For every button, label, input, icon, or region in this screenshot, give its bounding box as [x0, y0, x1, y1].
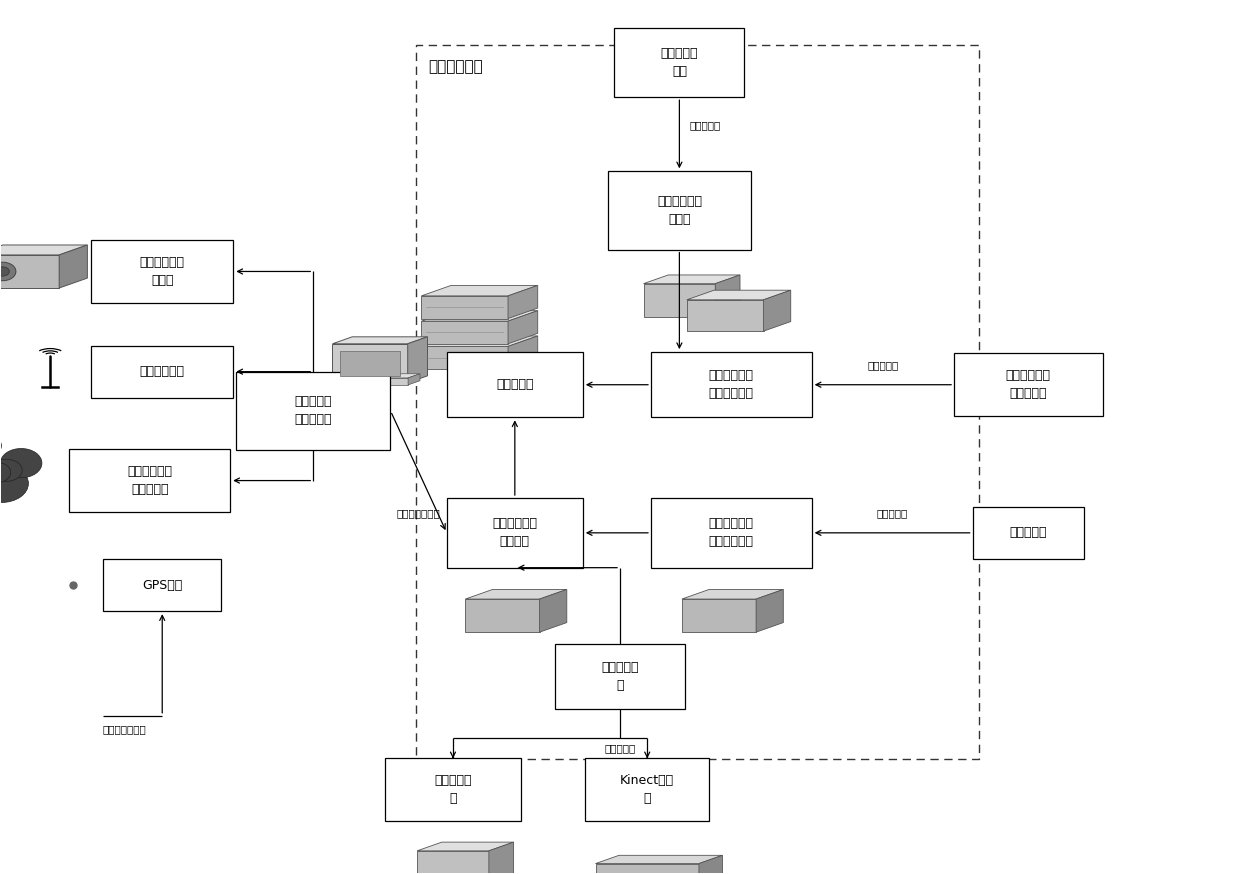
Bar	[348, 378, 408, 385]
Text: 数据传输线: 数据传输线	[867, 360, 899, 370]
Circle shape	[0, 460, 22, 482]
Polygon shape	[332, 336, 428, 343]
Bar	[417, 850, 489, 874]
Circle shape	[0, 262, 16, 281]
Text: Kinect摄像
头: Kinect摄像 头	[620, 774, 675, 805]
Polygon shape	[465, 589, 567, 599]
FancyBboxPatch shape	[236, 371, 391, 450]
Polygon shape	[682, 589, 784, 599]
FancyBboxPatch shape	[972, 507, 1084, 559]
Circle shape	[0, 448, 42, 478]
Text: 电池温度检测
传感器网络: 电池温度检测 传感器网络	[1006, 369, 1050, 400]
Text: 数据传输线: 数据传输线	[689, 121, 720, 130]
Text: 数据传输线: 数据传输线	[877, 508, 908, 517]
Text: 道路积水信
息数据中心: 道路积水信 息数据中心	[294, 395, 332, 427]
Text: 云端道路积水
信息数据库: 云端道路积水 信息数据库	[128, 465, 172, 496]
Bar	[422, 321, 508, 343]
FancyBboxPatch shape	[91, 240, 233, 302]
Polygon shape	[422, 310, 538, 321]
Circle shape	[0, 267, 10, 276]
Bar	[332, 343, 408, 383]
Text: 无线通讯模块: 无线通讯模块	[140, 365, 185, 378]
Polygon shape	[408, 374, 420, 385]
Text: GPS模块: GPS模块	[143, 579, 182, 592]
Polygon shape	[539, 589, 567, 632]
Text: 长距离无线传输: 长距离无线传输	[103, 724, 146, 734]
Text: 水平检测仪: 水平检测仪	[1009, 526, 1047, 539]
Bar	[644, 284, 715, 316]
FancyBboxPatch shape	[446, 498, 583, 568]
Polygon shape	[508, 286, 538, 318]
Text: 力敏传感器
网络: 力敏传感器 网络	[661, 47, 698, 78]
Text: 长距离无线传输: 长距离无线传输	[397, 508, 440, 517]
Polygon shape	[422, 336, 538, 346]
FancyBboxPatch shape	[69, 449, 231, 512]
Bar	[682, 599, 756, 632]
Bar	[340, 350, 401, 376]
Text: 车载计算机: 车载计算机	[496, 378, 533, 392]
Text: 车身电池温度
拟合计算模块: 车身电池温度 拟合计算模块	[709, 369, 754, 400]
Polygon shape	[408, 336, 428, 383]
Polygon shape	[715, 275, 740, 316]
Polygon shape	[699, 856, 723, 874]
Text: 道路积水阻力
计算模块: 道路积水阻力 计算模块	[492, 517, 537, 548]
Circle shape	[0, 462, 11, 482]
Bar	[422, 296, 508, 318]
Polygon shape	[0, 245, 87, 255]
Bar	[422, 346, 508, 369]
Polygon shape	[508, 310, 538, 343]
Text: 车载软件系统: 车载软件系统	[428, 59, 484, 74]
Polygon shape	[687, 290, 791, 300]
FancyBboxPatch shape	[91, 345, 233, 398]
Bar	[687, 300, 764, 331]
Text: 数据传输线: 数据传输线	[604, 743, 636, 753]
FancyBboxPatch shape	[651, 498, 812, 568]
Text: 道路积水红外
检测仪: 道路积水红外 检测仪	[140, 256, 185, 287]
Text: 无线通讯模
块: 无线通讯模 块	[434, 774, 471, 805]
Bar	[465, 599, 539, 632]
FancyBboxPatch shape	[384, 759, 521, 822]
FancyBboxPatch shape	[954, 353, 1102, 416]
FancyBboxPatch shape	[651, 352, 812, 418]
Polygon shape	[348, 374, 420, 378]
Bar	[0, 255, 60, 288]
FancyBboxPatch shape	[556, 644, 684, 710]
Polygon shape	[764, 290, 791, 331]
Polygon shape	[489, 843, 513, 874]
FancyBboxPatch shape	[446, 352, 583, 418]
FancyBboxPatch shape	[609, 171, 750, 250]
FancyBboxPatch shape	[103, 559, 221, 611]
Bar	[595, 864, 699, 874]
Polygon shape	[417, 843, 513, 850]
Circle shape	[0, 433, 1, 459]
FancyBboxPatch shape	[585, 759, 709, 822]
Polygon shape	[644, 275, 740, 284]
Text: 车身降雨力计
算模块: 车身降雨力计 算模块	[657, 195, 702, 226]
Circle shape	[0, 464, 29, 503]
Polygon shape	[60, 245, 87, 288]
Text: 车载积水检
测: 车载积水检 测	[601, 661, 639, 692]
Text: 道路坡道损耗
功率计算模块: 道路坡道损耗 功率计算模块	[709, 517, 754, 548]
Polygon shape	[595, 856, 723, 864]
Polygon shape	[508, 336, 538, 369]
Polygon shape	[756, 589, 784, 632]
Polygon shape	[422, 286, 538, 296]
FancyBboxPatch shape	[615, 27, 744, 97]
